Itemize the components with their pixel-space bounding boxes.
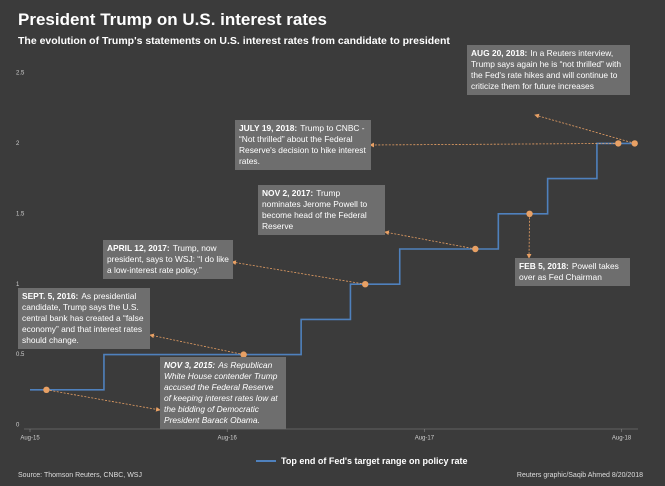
annotation-dot	[615, 140, 622, 147]
y-tick-label: 2	[16, 141, 20, 147]
annotation-box: FEB 5, 2018: Powell takes over as Fed Cha…	[515, 258, 630, 286]
annotation-date: NOV 3, 2015:	[164, 360, 216, 370]
annotation-dot	[472, 245, 479, 253]
legend-swatch	[256, 460, 276, 462]
x-tick-label: Aug-15	[20, 436, 40, 442]
y-tick-label: 0	[16, 423, 20, 429]
annotation-dot	[526, 210, 533, 217]
annotation-dot	[240, 351, 247, 358]
legend-label: Top end of Fed's target range on policy …	[281, 456, 468, 466]
annotation-text: Powell takes over as Fed Chairman	[519, 261, 619, 282]
annotation-date: SEPT. 5, 2016:	[22, 291, 79, 301]
y-tick-label: 1	[16, 282, 20, 288]
annotation-arrow	[369, 142, 619, 148]
annotation-box: NOV 3, 2015: As Republican White House co…	[160, 357, 286, 429]
annotation-date: NOV 2, 2017:	[262, 188, 314, 198]
annotation-arrow	[534, 113, 635, 144]
annotation-dot	[362, 281, 369, 288]
annotation-box: APRIL 12, 2017: Trump, now president, say…	[103, 240, 233, 279]
chart-title: President Trump on U.S. interest rates	[18, 10, 327, 29]
annotation-box: JULY 19, 2018: Trump to CNBC - “Not thril…	[235, 120, 371, 170]
annotation-arrow	[526, 213, 532, 259]
annotation-date: FEB 5, 2018:	[519, 261, 569, 271]
annotation-box: SEPT. 5, 2016: As presidential candidate,…	[18, 288, 150, 349]
legend: Top end of Fed's target range on policy …	[256, 456, 468, 466]
annotation-arrow	[231, 260, 366, 285]
annotation-text: Trump, now president, says to WSJ: “I do…	[107, 243, 229, 275]
annotation-arrow	[384, 230, 476, 250]
x-tick-label: Aug-18	[612, 436, 632, 442]
step-line	[30, 142, 635, 391]
annotation-date: APRIL 12, 2017:	[107, 243, 170, 253]
source: Source: Thomson Reuters, CNBC, WSJ	[18, 472, 142, 479]
annotation-text: As Republican White House contender Trum…	[164, 360, 278, 425]
annotation-text: Trump nominates Jerome Powell to become …	[262, 188, 368, 231]
annotation-date: JULY 19, 2018:	[239, 123, 298, 133]
x-tick-label: Aug-16	[218, 436, 238, 442]
y-tick-label: 0.5	[16, 352, 25, 358]
annotation-box: NOV 2, 2017: Trump nominates Jerome Powel…	[258, 185, 385, 235]
annotation-text: Trump to CNBC - “Not thrilled” about the…	[239, 123, 366, 166]
y-tick-label: 2.5	[16, 71, 25, 77]
chart-subtitle: The evolution of Trump's statements on U…	[18, 35, 450, 47]
y-tick-label: 1.5	[16, 211, 25, 217]
annotation-text: In a Reuters interview, Trump says again…	[471, 48, 622, 91]
annotation-dot	[631, 140, 638, 147]
annotation-arrow	[46, 389, 161, 412]
credit: Reuters graphic/Saqib Ahmed 8/20/2018	[516, 472, 643, 479]
annotation-date: AUG 20, 2018:	[471, 48, 528, 58]
annotation-dot	[43, 386, 50, 393]
annotation-text: As presidential candidate, Trump says th…	[22, 291, 144, 345]
x-tick-label: Aug-17	[415, 436, 435, 442]
annotation-arrow	[149, 333, 244, 355]
annotation-box: AUG 20, 2018: In a Reuters interview, Tru…	[467, 45, 630, 95]
